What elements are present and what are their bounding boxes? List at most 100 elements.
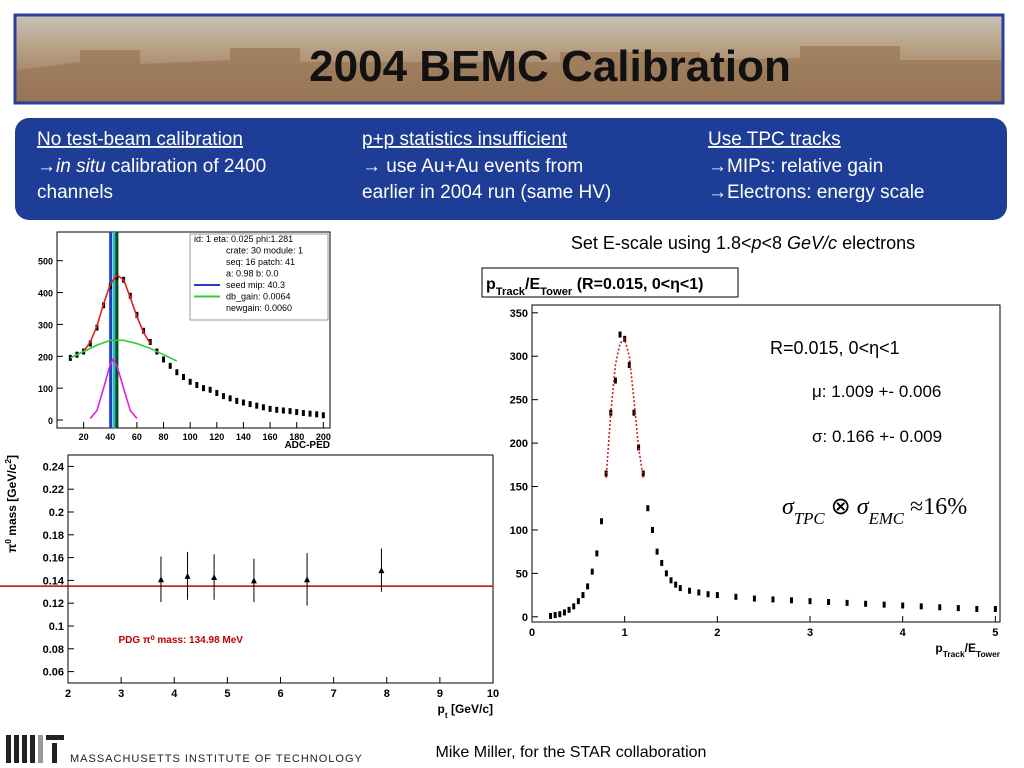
chart-title-box <box>481 267 739 298</box>
data-point <box>558 611 562 618</box>
x-tick-label: 1 <box>622 627 628 639</box>
data-point <box>901 602 905 609</box>
data-point <box>295 409 299 416</box>
annotation: R=0.015, 0<η<1 <box>770 338 900 358</box>
annotation: σ: 0.166 +- 0.009 <box>812 427 942 446</box>
annotation: μ: 1.009 +- 0.006 <box>812 382 941 401</box>
data-point <box>241 399 245 406</box>
data-point <box>248 401 252 408</box>
data-point <box>600 518 604 525</box>
data-point <box>549 612 553 619</box>
stats-line: crate: 30 module: 1 <box>226 246 303 256</box>
column-heading: No test-beam calibration <box>37 129 243 150</box>
text-piece: σ <box>782 494 795 520</box>
data-point <box>771 596 775 603</box>
x-tick-label: 6 <box>277 688 283 700</box>
y-tick-label: 300 <box>510 351 528 363</box>
column-heading: Use TPC tracks <box>708 129 841 150</box>
plot-frame <box>67 454 494 684</box>
x-tick-label: 2 <box>65 688 71 700</box>
text-piece: calibration of 2400 <box>106 156 267 177</box>
chart-title: pTrack/ETower (R=0.015, 0<η<1) <box>486 276 703 298</box>
text-piece: 0 <box>3 539 13 544</box>
y-tick-label: 300 <box>38 320 53 330</box>
y-tick-label: 0.2 <box>49 507 64 519</box>
data-point <box>613 377 617 384</box>
data-point <box>919 603 923 610</box>
data-point <box>157 576 164 583</box>
data-point <box>590 568 594 575</box>
data-point <box>715 592 719 599</box>
column-line: →MIPs: relative gain <box>708 156 883 177</box>
data-point <box>632 409 636 416</box>
x-tick-label: 200 <box>316 432 331 442</box>
data-point <box>938 604 942 611</box>
reference-label: PDG π⁰ mass: 134.98 MeV <box>118 635 243 646</box>
text-piece: t <box>445 710 448 720</box>
data-point <box>669 577 673 584</box>
x-tick-label: 7 <box>331 688 337 700</box>
data-point <box>115 273 119 280</box>
text-piece: 2 <box>3 459 13 464</box>
data-point <box>637 444 641 451</box>
data-point <box>674 581 678 588</box>
data-point <box>195 381 199 388</box>
text-piece: p <box>935 641 942 655</box>
x-tick-label: 140 <box>236 432 251 442</box>
x-tick-label: 20 <box>79 432 89 442</box>
x-axis-label: pt [GeV/c] <box>438 702 494 720</box>
x-tick-label: 3 <box>807 627 813 639</box>
chart-caption: Set E-scale using 1.8<p<8 GeV/c electron… <box>571 233 915 253</box>
x-tick-label: 4 <box>900 627 907 639</box>
fit-curve <box>605 337 644 478</box>
data-point <box>182 374 186 381</box>
data-point <box>553 612 557 619</box>
data-point <box>275 406 279 413</box>
data-point <box>845 599 849 606</box>
x-tick-label: 0 <box>529 627 535 639</box>
data-point <box>864 600 868 607</box>
data-point <box>261 404 265 411</box>
text-piece: Track <box>496 286 526 298</box>
text-piece: ⊗ <box>825 494 857 520</box>
stats-line: newgain: 0.0060 <box>226 303 292 313</box>
fit-curve <box>89 357 138 419</box>
y-tick-label: 200 <box>510 438 528 450</box>
data-point <box>586 583 590 590</box>
text-piece: σ <box>857 494 870 520</box>
text-piece: ] <box>5 455 19 459</box>
data-point <box>162 356 166 363</box>
data-point <box>576 598 580 605</box>
text-piece: GeV/c <box>787 233 837 253</box>
y-axis-label: π0 mass [GeV/c2] <box>3 455 19 553</box>
credit: Mike Miller, for the STAR collaboration <box>436 744 707 761</box>
data-point <box>315 411 319 418</box>
data-point <box>752 595 756 602</box>
data-point <box>567 606 571 613</box>
stats-box <box>189 233 329 321</box>
text-piece: EMC <box>868 509 905 528</box>
column-heading: p+p statistics insufficient <box>362 129 568 150</box>
slide-title: 2004 BEMC Calibration <box>309 42 791 91</box>
text-piece: in situ <box>56 156 106 177</box>
y-tick-label: 100 <box>510 525 528 537</box>
data-point <box>168 362 172 369</box>
data-point <box>188 378 192 385</box>
y-tick-label: 0.16 <box>43 553 64 565</box>
data-point <box>148 338 152 345</box>
stats-line: db_gain: 0.0064 <box>226 292 291 302</box>
y-tick-label: 0.18 <box>43 530 64 542</box>
x-tick-label: 2 <box>714 627 720 639</box>
data-point <box>706 591 710 598</box>
x-tick-label: 180 <box>289 432 304 442</box>
column-line: →in situ calibration of 2400 <box>37 156 266 177</box>
data-point <box>650 526 654 533</box>
y-tick-label: 200 <box>38 352 53 362</box>
y-tick-label: 350 <box>510 308 528 320</box>
y-tick-label: 400 <box>38 289 53 299</box>
plot-frame <box>531 304 1001 623</box>
data-point <box>208 386 212 393</box>
y-tick-label: 100 <box>38 384 53 394</box>
y-tick-label: 250 <box>510 395 528 407</box>
